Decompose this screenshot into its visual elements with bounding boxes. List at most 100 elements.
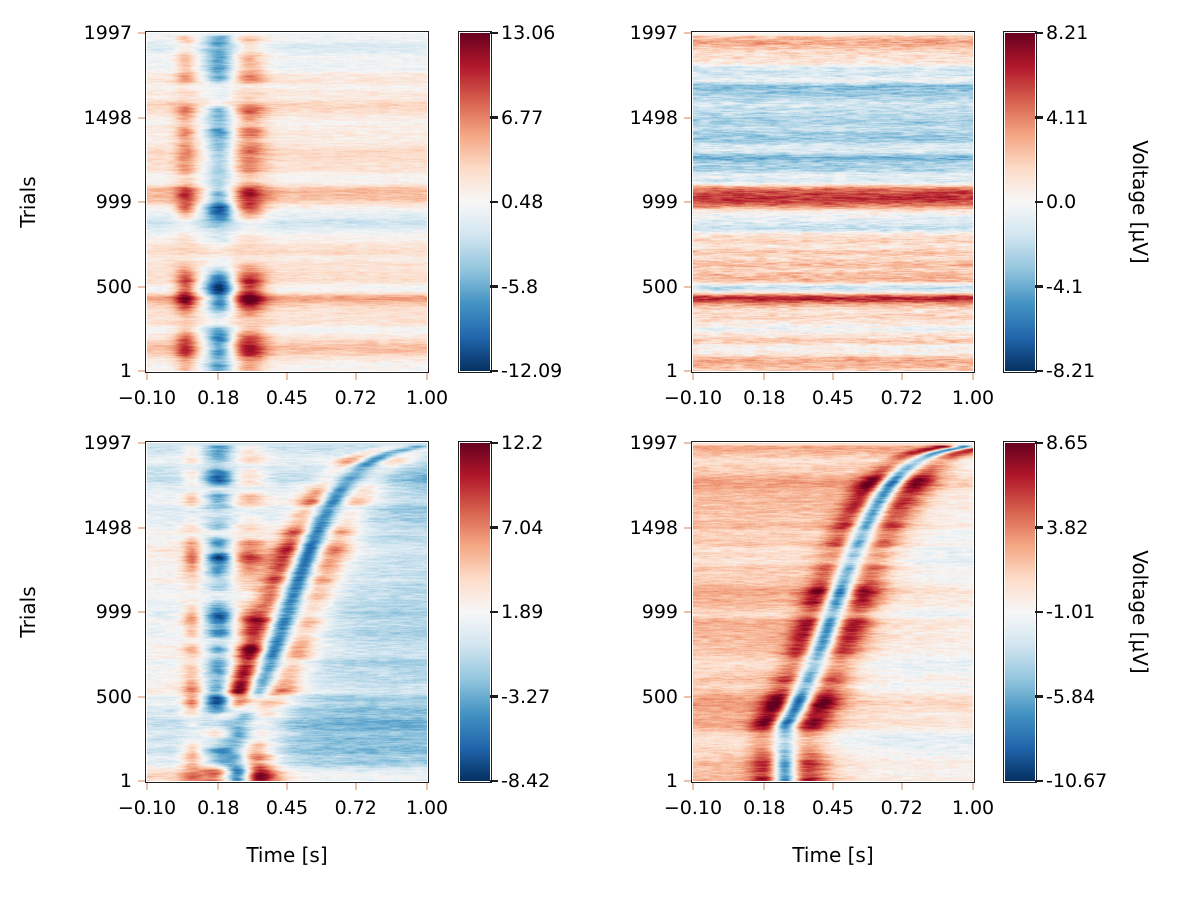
y-tick-mark [684,201,691,203]
y-tick-mark [138,526,145,529]
y-tick-mark [684,370,691,372]
x-tick-label: 0.72 [334,797,377,819]
x-tick-mark [286,783,288,790]
y-tick-label: 1997 [629,432,678,454]
colorbar-top-right [1005,33,1035,371]
colorbar-tick-label: 3.82 [1046,516,1089,539]
y-tick-label: 500 [641,275,678,298]
y-axis-label-trials-top: Trials [16,176,40,228]
colorbar-tick-mark [1035,610,1043,614]
x-tick-label: 0.18 [197,797,240,819]
x-tick-label: −0.10 [663,387,723,409]
colorbar-tick-mark [490,31,498,35]
x-tick-mark [832,783,834,790]
colorbar-tick-label: 7.04 [501,516,544,539]
x-tick-mark [763,783,766,790]
x-tick-label: 1.00 [405,387,449,409]
x-tick-label: 1.00 [951,797,995,819]
y-tick-label: 1498 [83,106,132,129]
y-tick-mark [684,695,691,698]
colorbar-tick-mark [490,526,498,529]
colorbar-tick-label: -8.21 [1046,360,1096,382]
y-tick-label: 999 [641,191,678,213]
colorbar-tick-mark [1035,441,1043,445]
colorbar-tick-mark [490,610,498,614]
x-tick-label: −0.10 [117,387,177,409]
y-tick-label: 1498 [83,516,132,539]
x-axis-label-time-left: Time [s] [246,843,328,867]
colorbar-tick-label: -1.01 [1046,601,1096,623]
x-tick-label: 1.00 [405,797,449,819]
y-tick-mark [684,116,691,119]
heatmap-canvas-top-right [693,33,973,371]
colorbar-tick-mark [1035,526,1043,529]
colorbar-tick-mark [1035,369,1043,373]
x-tick-mark [354,783,357,790]
y-tick-label: 1997 [629,22,678,44]
x-tick-mark [763,373,766,380]
x-tick-mark [900,783,903,790]
x-tick-mark [217,783,220,790]
x-tick-label: 0.18 [197,387,240,409]
colorbar-label-voltage-bottom: Voltage [μV] [1128,550,1152,674]
colorbar-tick-label: 13.06 [501,22,556,44]
y-tick-label: 1498 [629,106,678,129]
x-tick-label: 0.72 [334,387,377,409]
colorbar-tick-label: 12.2 [501,432,544,454]
y-tick-label: 1498 [629,516,678,539]
heatmap-canvas-bottom-right [693,443,973,781]
y-tick-label: 1997 [83,432,132,454]
y-tick-mark [138,442,145,444]
colorbar-tick-label: 6.77 [501,106,544,129]
x-tick-mark [900,373,903,380]
colorbar-bottom-right [1005,443,1035,781]
x-tick-mark [286,373,288,380]
y-axis-label-trials-bottom: Trials [16,586,40,638]
y-tick-mark [684,32,691,34]
x-tick-mark [692,373,694,380]
x-tick-label: 0.18 [743,797,786,819]
x-tick-mark [354,373,357,380]
x-tick-mark [146,373,148,380]
y-tick-mark [684,285,691,288]
colorbar-top-left [460,33,490,371]
colorbar-tick-label: -3.27 [501,685,551,708]
colorbar-tick-label: 0.0 [1046,191,1077,213]
colorbar-tick-label: -4.1 [1046,275,1084,298]
y-tick-label: 999 [95,601,132,623]
y-tick-mark [684,526,691,529]
y-tick-mark [684,780,691,782]
y-tick-label: 999 [95,191,132,213]
x-tick-mark [972,783,974,790]
colorbar-tick-label: -12.09 [501,360,563,382]
colorbar-tick-label: 8.65 [1046,432,1089,454]
y-tick-mark [138,201,145,203]
colorbar-tick-mark [490,285,498,288]
y-tick-mark [138,611,145,613]
y-tick-label: 999 [641,601,678,623]
colorbar-tick-label: 0.48 [501,191,544,213]
x-tick-label: 0.45 [265,387,309,409]
y-tick-label: 1 [119,770,132,792]
x-tick-label: 0.72 [880,387,923,409]
x-tick-mark [426,783,428,790]
colorbar-tick-mark [1035,31,1043,35]
colorbar-label-voltage-top: Voltage [μV] [1128,140,1152,264]
x-tick-label: 0.72 [880,797,923,819]
colorbar-tick-mark [490,695,498,698]
x-axis-label-time-right: Time [s] [792,843,874,867]
y-tick-mark [684,442,691,444]
y-tick-label: 500 [95,685,132,708]
colorbar-tick-mark [1035,285,1043,288]
colorbar-tick-label: -5.84 [1046,685,1096,708]
heatmap-canvas-bottom-left [147,443,427,781]
y-tick-mark [138,285,145,288]
y-tick-label: 500 [95,275,132,298]
y-tick-label: 1 [119,360,132,382]
colorbar-tick-label: 8.21 [1046,22,1089,44]
colorbar-tick-mark [490,779,498,783]
x-tick-label: −0.10 [663,797,723,819]
x-tick-mark [217,373,220,380]
x-tick-label: 0.18 [743,387,786,409]
